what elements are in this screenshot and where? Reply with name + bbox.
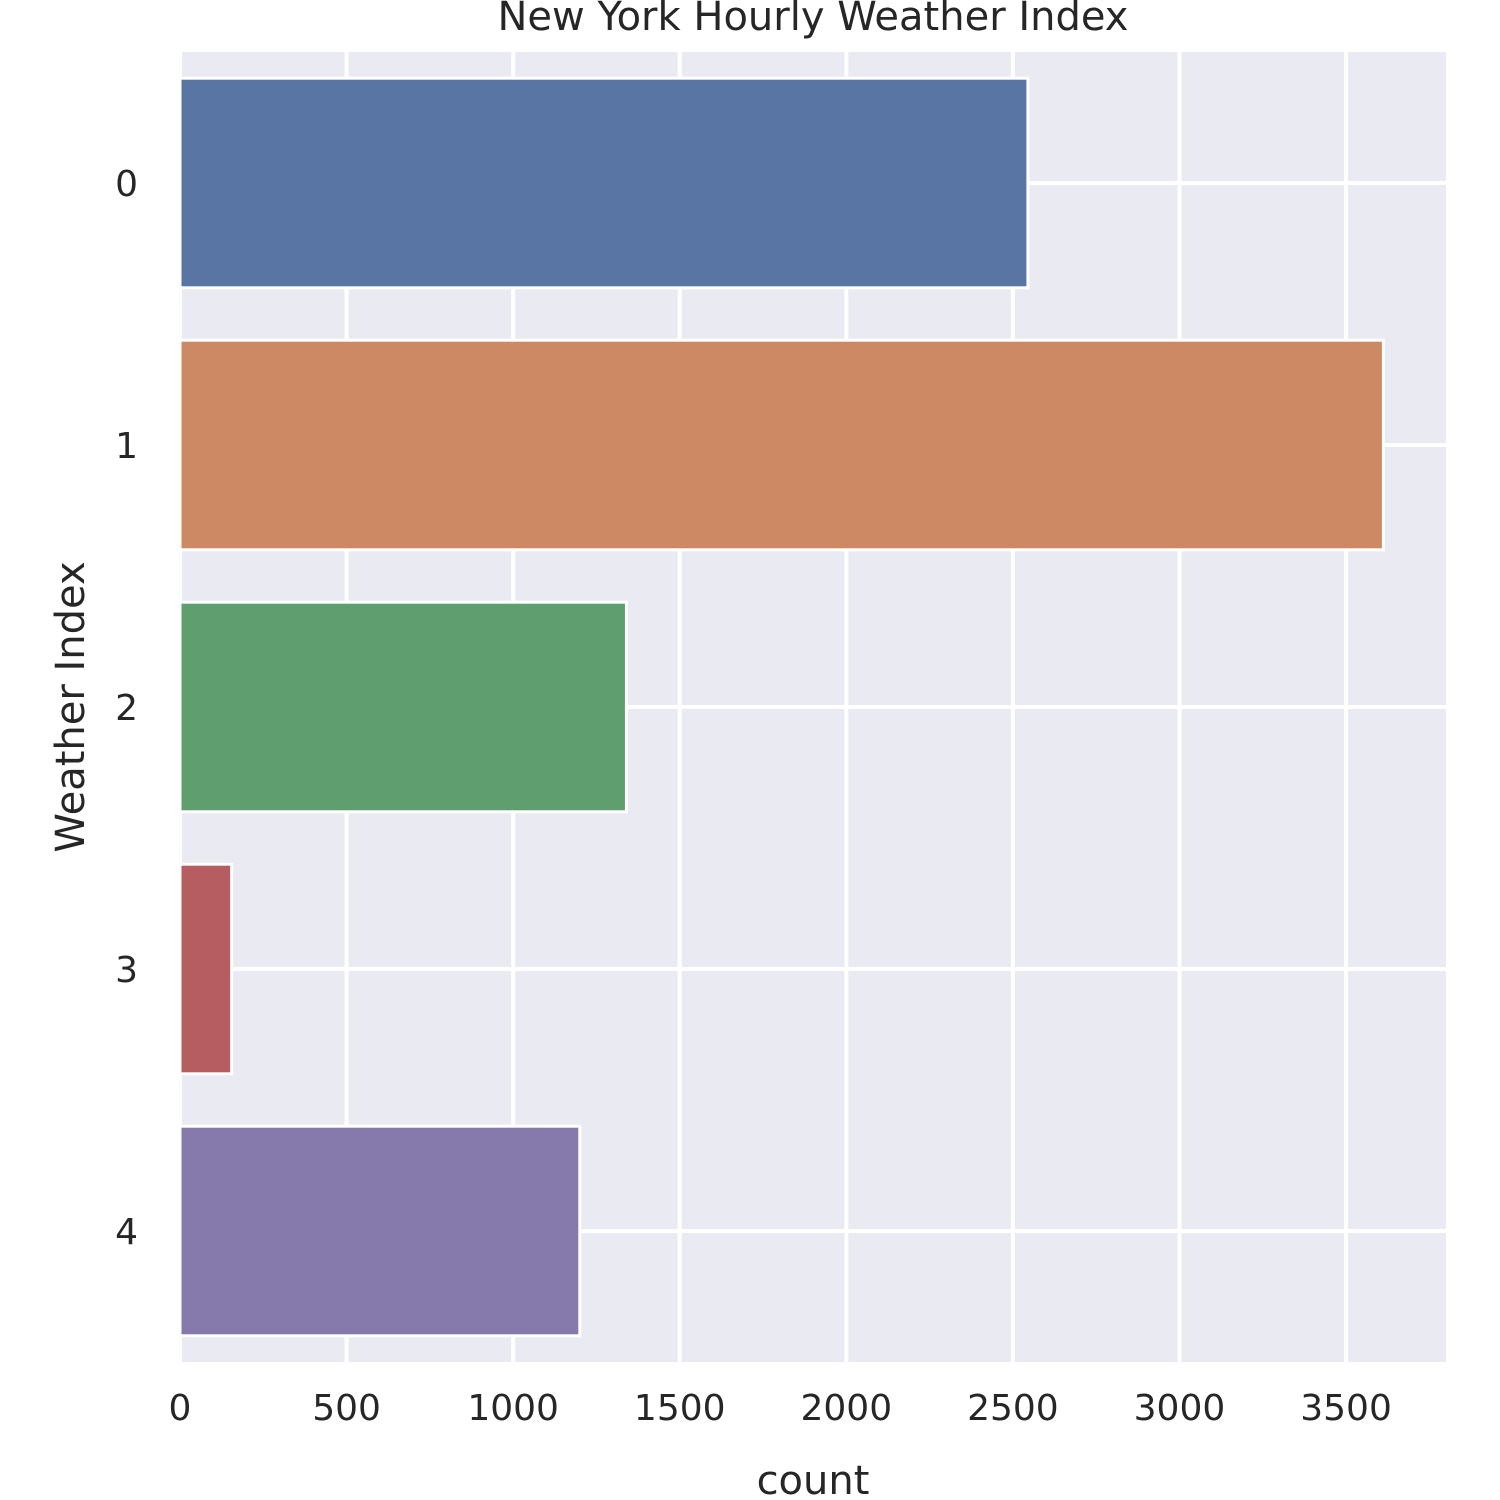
bar-1 — [178, 338, 1385, 552]
y-tick-labels: 0 1 2 3 4 — [115, 164, 138, 1253]
bars — [178, 76, 1385, 1338]
bar-0 — [178, 76, 1030, 290]
bar-4 — [178, 1124, 582, 1338]
x-tick-label: 1500 — [634, 1388, 726, 1429]
x-axis-label: count — [757, 1458, 870, 1500]
y-tick-label: 4 — [115, 1212, 138, 1253]
x-tick-labels: 0 500 1000 1500 2000 2500 3000 3500 — [169, 1388, 1392, 1429]
x-tick-label: 2000 — [801, 1388, 893, 1429]
x-tick-label: 0 — [169, 1388, 192, 1429]
x-tick-label: 1000 — [467, 1388, 559, 1429]
x-tick-label: 3000 — [1134, 1388, 1226, 1429]
bar-3 — [178, 862, 234, 1076]
x-tick-label: 500 — [312, 1388, 381, 1429]
chart-title: New York Hourly Weather Index — [498, 0, 1129, 40]
bar-2 — [178, 600, 628, 814]
y-tick-label: 0 — [115, 164, 138, 205]
x-tick-label: 3500 — [1300, 1388, 1392, 1429]
y-tick-label: 2 — [115, 688, 138, 729]
y-tick-label: 1 — [115, 426, 138, 467]
y-axis-label: Weather Index — [48, 561, 94, 852]
y-tick-label: 3 — [115, 950, 138, 991]
x-tick-label: 2500 — [967, 1388, 1059, 1429]
